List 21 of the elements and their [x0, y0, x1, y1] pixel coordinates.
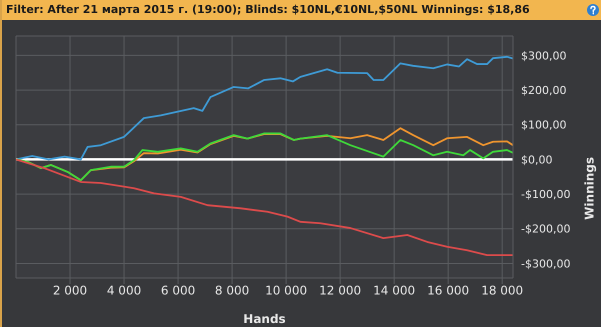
x-tick-label: 6 000 [160, 284, 196, 298]
y-tick-label: $0,00 [521, 153, 552, 166]
chart-title: Filter: After 21 марта 2015 г. (19:00); Blinds: $10NL,€10NL,$50NL Winnings: $18,86 [6, 3, 530, 16]
y-axis-title: Winnings [582, 157, 596, 220]
x-tick-label: 4 000 [106, 284, 142, 298]
line-series [16, 158, 513, 256]
y-tick-label: -$300,00 [521, 257, 570, 270]
x-tick-label: 14 000 [373, 284, 416, 298]
y-tick-label: $200,00 [521, 84, 566, 97]
y-tick-label: $100,00 [521, 118, 566, 132]
y-tick-label: -$200,00 [521, 222, 570, 236]
x-tick-label: 10 000 [265, 284, 308, 298]
x-tick-label: 8 000 [214, 284, 250, 298]
x-tick-label: 18 000 [481, 284, 524, 298]
x-axis-title: Hands [243, 312, 286, 326]
x-tick-label: 2 000 [52, 284, 88, 298]
y-tick-label: $300,00 [521, 49, 566, 62]
x-tick-label: 12 000 [319, 284, 362, 298]
y-tick-label: -$100,00 [521, 188, 570, 201]
x-tick-label: 16 000 [427, 284, 470, 298]
line-series [16, 56, 513, 160]
